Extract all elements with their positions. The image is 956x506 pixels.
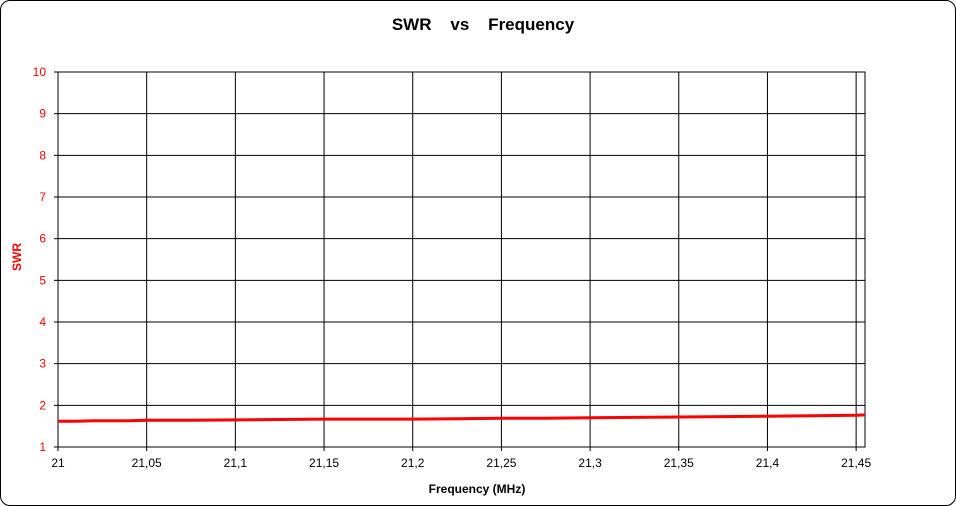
x-tick-label: 21 — [51, 456, 65, 470]
x-tick-label: 21,15 — [309, 456, 339, 470]
y-tick-label: 1 — [39, 440, 46, 454]
y-tick-label: 9 — [39, 107, 46, 121]
x-tick-label: 21,1 — [224, 456, 248, 470]
x-tick-label: 21,3 — [578, 456, 602, 470]
x-tick-label: 21,35 — [664, 456, 694, 470]
x-tick-label: 21,25 — [486, 456, 516, 470]
x-axis-label: Frequency (MHz) — [428, 482, 526, 496]
x-tick-label: 21,45 — [841, 456, 871, 470]
plot-border — [57, 71, 866, 448]
y-tick-label: 2 — [39, 398, 46, 412]
y-tick-label: 4 — [39, 315, 46, 329]
y-tick-label: 3 — [39, 357, 46, 371]
y-tick-label: 10 — [33, 65, 47, 79]
chart-title: SWR vs Frequency — [391, 15, 575, 34]
series-line-swr — [58, 413, 866, 423]
x-tick-label: 21,2 — [401, 456, 425, 470]
x-tick-label: 21,4 — [756, 456, 780, 470]
y-tick-label: 7 — [39, 190, 46, 204]
y-tick-label: 5 — [39, 273, 46, 287]
x-tick-label: 21,05 — [132, 456, 162, 470]
y-tick-label: 6 — [39, 232, 46, 246]
y-tick-label: 8 — [39, 148, 46, 162]
